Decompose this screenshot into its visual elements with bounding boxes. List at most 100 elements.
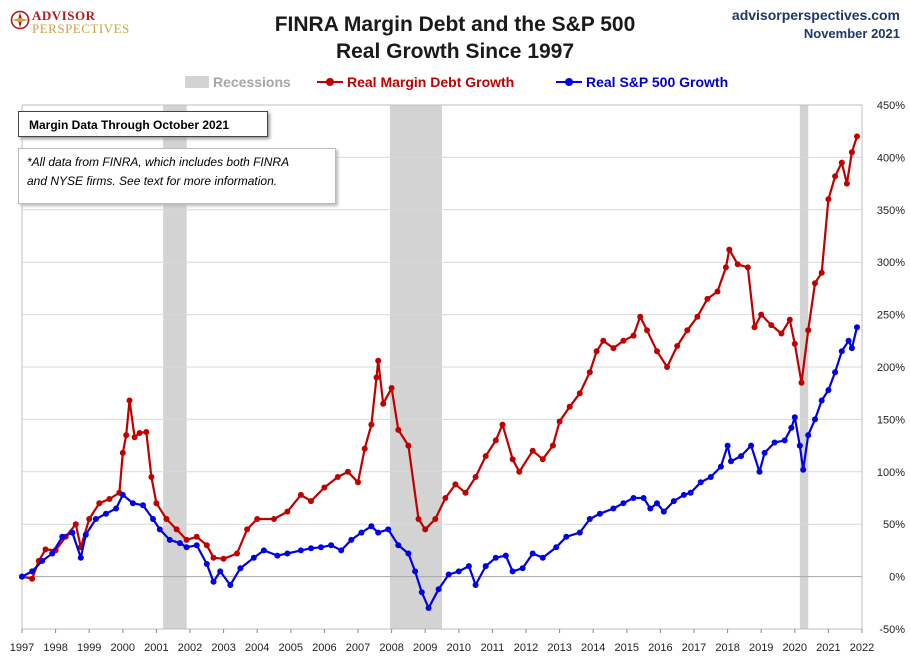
sp500-data-point xyxy=(237,565,244,572)
margin-debt-data-point xyxy=(373,374,380,381)
x-tick-label: 2016 xyxy=(648,642,672,654)
margin-debt-data-point xyxy=(29,575,36,582)
sp500-data-point xyxy=(77,554,84,561)
margin-debt-data-point xyxy=(758,311,765,318)
margin-debt-data-point xyxy=(509,456,516,463)
sp500-data-point xyxy=(848,345,855,352)
sp500-data-point xyxy=(509,568,516,575)
sp500-data-point xyxy=(395,542,402,549)
sp500-data-point xyxy=(539,554,546,561)
logo-text-primary: ADVISOR xyxy=(32,8,96,23)
sp500-data-point xyxy=(183,544,190,551)
sp500-data-point xyxy=(687,489,694,496)
margin-debt-data-point xyxy=(838,159,845,166)
margin-debt-data-point xyxy=(220,555,227,562)
sp500-data-point xyxy=(660,508,667,515)
margin-debt-data-point xyxy=(593,348,600,355)
y-tick-label: 100% xyxy=(877,467,905,479)
margin-debt-data-point xyxy=(388,385,395,391)
sp500-data-point xyxy=(405,550,412,557)
sp500-data-point xyxy=(553,544,560,551)
margin-debt-data-point xyxy=(462,489,469,496)
margin-debt-data-point xyxy=(684,327,691,334)
margin-debt-data-point xyxy=(492,437,499,444)
y-tick-label: -50% xyxy=(879,624,905,636)
sp500-data-point xyxy=(82,531,89,538)
sp500-data-point xyxy=(482,563,489,570)
x-tick-label: 2013 xyxy=(547,642,571,654)
margin-debt-data-point xyxy=(600,337,607,344)
logo-compass-icon xyxy=(10,10,30,30)
margin-debt-data-point xyxy=(355,479,361,486)
sp500-data-point xyxy=(318,544,324,551)
sp500-data-point xyxy=(707,474,714,480)
sp500-data-point xyxy=(412,568,419,575)
plot-area-border xyxy=(21,104,863,630)
x-tick-label: 2007 xyxy=(346,642,370,654)
x-tick-label: 2021 xyxy=(816,642,840,654)
margin-debt-data-point xyxy=(442,495,449,501)
source-site: advisorperspectives.com xyxy=(731,7,900,23)
margin-debt-data-point xyxy=(131,434,138,441)
margin-debt-data-point xyxy=(472,474,479,480)
sp500-data-point xyxy=(260,547,267,554)
sp500-data-point xyxy=(425,605,432,611)
sp500-data-point xyxy=(654,500,660,507)
x-tick-label: 2017 xyxy=(682,642,706,654)
margin-debt-data-point xyxy=(620,337,627,344)
sp500-data-point xyxy=(563,533,570,540)
margin-debt-data-point xyxy=(86,516,93,522)
margin-debt-data-point xyxy=(405,442,412,449)
sp500-data-point xyxy=(338,547,345,554)
sp500-data-point xyxy=(59,533,66,540)
sp500-data-point xyxy=(92,516,99,522)
sp500-data-point xyxy=(176,540,183,547)
margin-debt-data-point xyxy=(722,264,729,271)
sp500-data-point xyxy=(69,529,76,536)
sp500-data-point xyxy=(203,561,210,567)
margin-debt-data-point xyxy=(576,390,583,397)
sp500-data-point xyxy=(375,529,382,536)
y-tick-label: 350% xyxy=(877,205,905,217)
margin-debt-data-point xyxy=(586,369,593,376)
sp500-data-point xyxy=(284,550,291,557)
margin-debt-data-point xyxy=(422,526,429,533)
publication-date: November 2021 xyxy=(803,26,900,41)
x-tick-label: 2002 xyxy=(178,642,202,654)
margin-debt-data-point xyxy=(637,313,644,320)
margin-debt-data-point xyxy=(173,526,180,533)
sp500-data-point xyxy=(756,468,763,475)
margin-debt-data-point xyxy=(768,322,775,329)
data-source-note: *All data from FINRA, which includes bot… xyxy=(18,148,336,204)
margin-debt-data-point xyxy=(694,313,701,320)
y-tick-label: 0% xyxy=(889,572,905,584)
margin-debt-data-point xyxy=(539,456,546,463)
margin-debt-data-point xyxy=(726,246,733,253)
sp500-data-point xyxy=(796,442,803,449)
sp500-data-point xyxy=(854,324,860,331)
sp500-data-point xyxy=(129,500,136,507)
margin-debt-data-point xyxy=(610,345,617,352)
sp500-data-point xyxy=(308,545,314,552)
x-tick-label: 2022 xyxy=(850,642,874,654)
sp500-data-point xyxy=(140,502,146,509)
sp500-data-point xyxy=(348,536,355,543)
margin-debt-data-point xyxy=(126,397,133,404)
chart-title-line2: Real Growth Since 1997 xyxy=(335,40,575,63)
margin-debt-data-point xyxy=(843,180,850,187)
x-tick-label: 2000 xyxy=(111,642,135,654)
sp500-data-point xyxy=(113,505,120,512)
sp500-data-point xyxy=(805,432,812,439)
margin-debt-data-point xyxy=(499,421,506,428)
x-tick-label: 2001 xyxy=(144,642,168,654)
margin-debt-data-point xyxy=(664,364,671,370)
margin-debt-data-point xyxy=(234,550,240,557)
sp500-data-point xyxy=(274,552,281,559)
chart-title-line1: FINRA Margin Debt and the S&P 500 xyxy=(274,13,636,36)
margin-debt-data-point xyxy=(119,449,126,456)
legend-margin-swatch xyxy=(317,76,343,88)
sp500-data-point xyxy=(724,442,731,449)
x-tick-label: 2003 xyxy=(211,642,235,654)
sp500-data-point xyxy=(210,578,217,585)
